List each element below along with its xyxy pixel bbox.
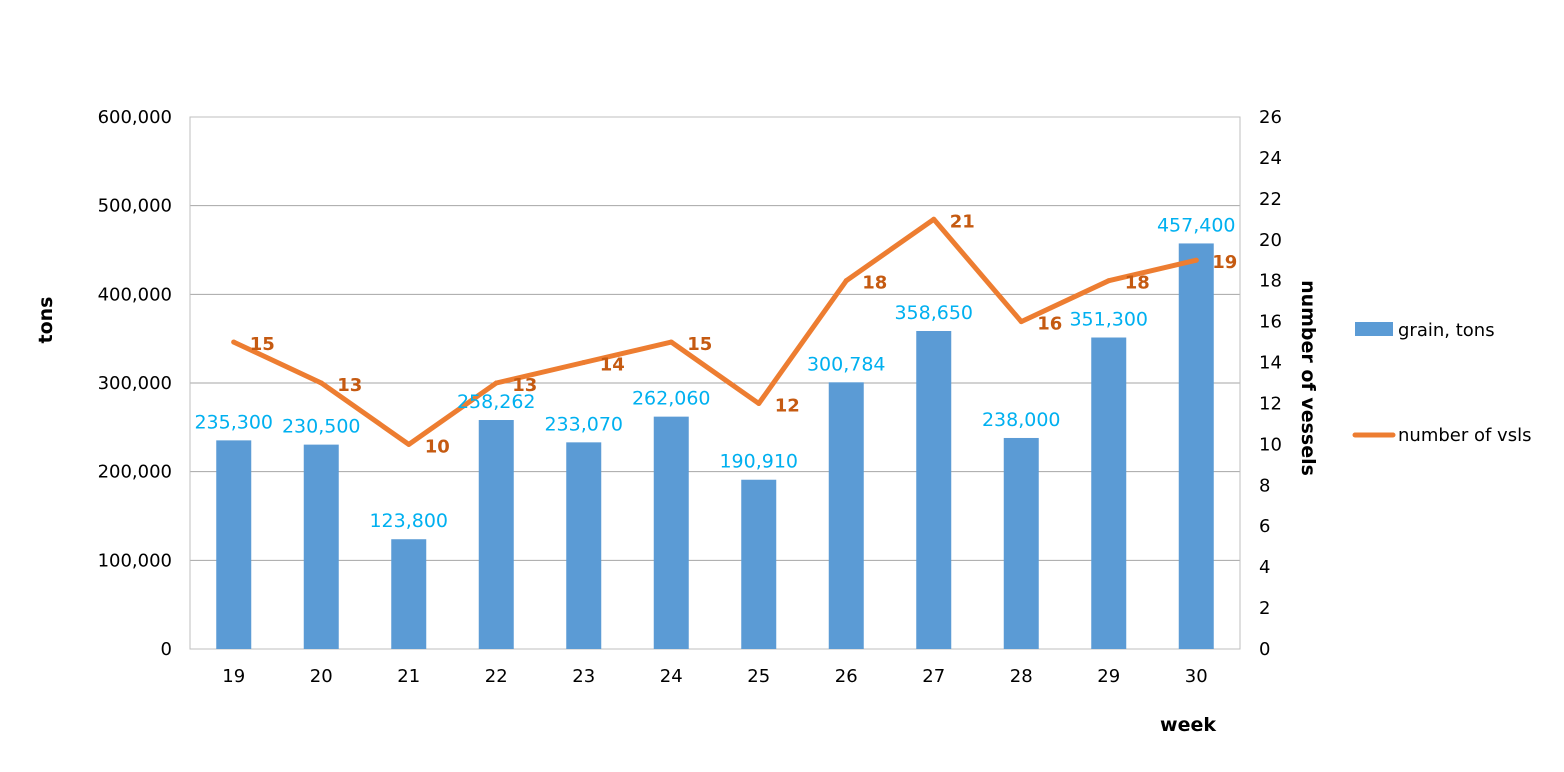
y2-tick-label: 18 <box>1259 271 1282 292</box>
x-tick-label: 23 <box>572 666 595 687</box>
line-data-label: 21 <box>950 211 975 232</box>
line-point <box>231 339 237 345</box>
x-tick-label: 22 <box>485 666 508 687</box>
bar <box>303 444 339 649</box>
bar-data-label: 235,300 <box>194 411 273 433</box>
y2-tick-label: 10 <box>1259 434 1282 455</box>
y2-tick-label: 14 <box>1259 353 1282 374</box>
x-tick-label: 29 <box>1097 666 1120 687</box>
y-axis-title: tons <box>35 297 57 344</box>
line-data-label: 14 <box>600 355 625 376</box>
line-point <box>668 339 674 345</box>
line-data-label: 10 <box>425 436 450 457</box>
y-tick-label: 300,000 <box>98 373 172 394</box>
line-data-labels: 15 13 10 13 14 15 12 18 21 16 18 19 <box>250 211 1238 457</box>
line-data-label: 13 <box>512 375 537 396</box>
bar-data-label: 238,000 <box>982 409 1061 431</box>
bar <box>653 416 689 649</box>
bar-data-label: 258,262 <box>457 391 536 413</box>
bar-data-label: 233,070 <box>544 413 623 435</box>
line-series <box>231 216 1199 447</box>
line-point <box>931 216 937 222</box>
y2-tick-label: 16 <box>1259 312 1282 333</box>
bar-data-label: 457,400 <box>1157 214 1236 236</box>
line-data-label: 18 <box>862 273 887 294</box>
bar <box>1003 437 1039 649</box>
line-data-label: 12 <box>775 395 800 416</box>
line-point <box>843 278 849 284</box>
legend-label-line: number of vsls <box>1398 425 1531 446</box>
y-tick-label: 100,000 <box>98 550 172 571</box>
y-tick-label: 500,000 <box>98 196 172 217</box>
x-tick-label: 20 <box>310 666 333 687</box>
legend-swatch-bar <box>1355 322 1393 336</box>
x-tick-label: 28 <box>1010 666 1033 687</box>
y-tick-label: 0 <box>161 639 172 660</box>
y2-tick-label: 8 <box>1259 475 1270 496</box>
line-point <box>581 360 587 366</box>
line-point <box>318 380 324 386</box>
x-tick-label: 30 <box>1185 666 1208 687</box>
bar <box>916 330 952 649</box>
line-data-label: 15 <box>687 334 712 355</box>
x-tick-label: 26 <box>835 666 858 687</box>
x-tick-label: 27 <box>922 666 945 687</box>
bar-series <box>216 243 1214 649</box>
legend: grain, tons number of vsls <box>1352 320 1531 446</box>
line-data-label: 15 <box>250 334 275 355</box>
x-tick-label: 21 <box>397 666 420 687</box>
y-tick-label: 200,000 <box>98 462 172 483</box>
x-axis-title: week <box>1160 714 1216 736</box>
y2-tick-label: 24 <box>1259 148 1282 169</box>
line-data-label: 16 <box>1037 314 1062 335</box>
bar-data-label: 351,300 <box>1069 309 1148 331</box>
y-axis-left-ticks: 0 100,000 200,000 300,000 400,000 500,000 600,… <box>98 107 172 660</box>
y2-tick-label: 20 <box>1259 230 1282 251</box>
y2-tick-label: 26 <box>1259 107 1282 128</box>
y2-tick-label: 0 <box>1259 639 1270 660</box>
bar-data-label: 230,500 <box>282 416 361 438</box>
line-point <box>406 441 412 447</box>
line-data-label: 13 <box>337 375 362 396</box>
bar-data-label: 300,784 <box>807 353 886 375</box>
line-point <box>1193 257 1199 263</box>
bar-data-label: 262,060 <box>632 388 711 410</box>
y-tick-label: 400,000 <box>98 284 172 305</box>
y2-tick-label: 22 <box>1259 189 1282 210</box>
series-line <box>231 216 1199 447</box>
bar-data-label: 190,910 <box>719 451 798 473</box>
y2-tick-label: 2 <box>1259 598 1270 619</box>
bar <box>828 382 864 649</box>
bar <box>1091 337 1127 649</box>
x-tick-label: 24 <box>660 666 683 687</box>
bar <box>216 440 252 649</box>
bar <box>391 539 427 649</box>
bar <box>478 420 514 649</box>
plot-area-border <box>189 116 1241 650</box>
y2-tick-label: 12 <box>1259 393 1282 414</box>
line-data-label: 18 <box>1125 273 1150 294</box>
x-axis-ticks: 19 20 21 22 23 24 25 26 27 28 29 30 <box>222 666 1207 687</box>
x-tick-label: 19 <box>222 666 245 687</box>
bar-data-label: 123,800 <box>369 510 448 532</box>
line-point <box>756 400 762 406</box>
y2-tick-label: 4 <box>1259 557 1270 578</box>
y-tick-label: 600,000 <box>98 107 172 128</box>
x-tick-label: 25 <box>747 666 770 687</box>
legend-label-bar: grain, tons <box>1398 320 1495 341</box>
y2-tick-label: 6 <box>1259 516 1270 537</box>
y2-axis-title: number of vessels <box>1297 280 1319 476</box>
line-point <box>1106 278 1112 284</box>
bar <box>1178 243 1214 649</box>
bar-data-labels: 235,300 230,500 123,800 258,262 233,070 262,0… <box>194 214 1235 532</box>
bar <box>566 442 602 649</box>
line-data-label: 19 <box>1212 252 1237 273</box>
line-point <box>493 380 499 386</box>
bar <box>741 479 777 649</box>
line-point <box>1018 319 1024 325</box>
bar-data-label: 358,650 <box>894 302 973 324</box>
